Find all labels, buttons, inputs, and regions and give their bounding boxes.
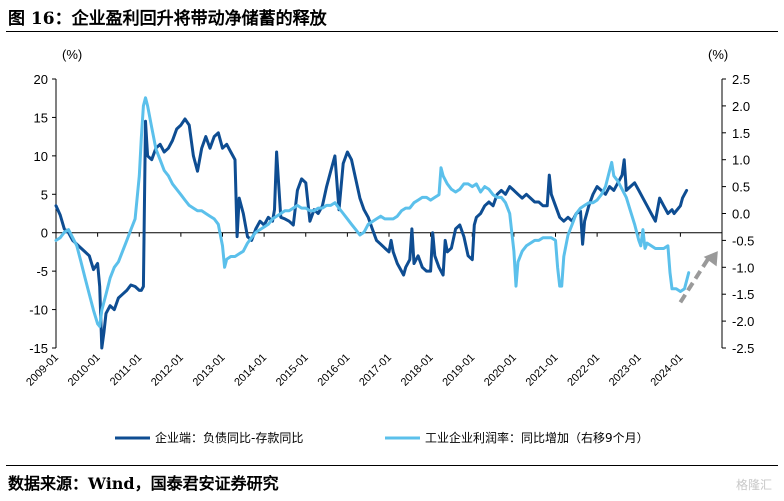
series-line-industrial-profit-margin: [54, 96, 691, 328]
x-tick-label: 2009-01: [24, 352, 61, 389]
right-tick-label: 0.5: [732, 180, 750, 195]
watermark-text: 格隆汇: [735, 478, 772, 492]
right-tick-label: -2.5: [732, 341, 754, 356]
data-source: 数据来源：Wind，国泰君安证券研究: [8, 474, 279, 493]
legend-label-enterprise: 企业端：负债同比-存款同比: [155, 430, 303, 445]
x-tick-label: 2018-01: [399, 352, 436, 389]
figure-title: 图 16：企业盈利回升将带动净储蓄的释放: [8, 9, 327, 29]
left-tick-label: 20: [34, 72, 48, 87]
right-tick-label: -0.5: [732, 233, 754, 248]
left-tick-label: 0: [41, 226, 48, 241]
left-unit-label: (%): [62, 47, 82, 62]
chart-lines: [54, 96, 691, 350]
bottom-rule: [6, 465, 778, 466]
trend-arrow-shaft: [678, 255, 712, 304]
x-tick-label: 2010-01: [66, 352, 103, 389]
right-tick-label: -1.0: [732, 260, 754, 275]
right-unit-label: (%): [708, 47, 728, 62]
left-tick-label: 15: [34, 110, 48, 125]
right-tick-label: 1.5: [732, 126, 750, 141]
x-tick-label: 2020-01: [482, 352, 519, 389]
right-tick-label: 1.0: [732, 153, 750, 168]
x-tick-label: 2023-01: [607, 352, 644, 389]
trend-arrow-group: [678, 251, 718, 304]
left-tick-label: -10: [29, 303, 48, 318]
chart-legend: 企业端：负债同比-存款同比 工业企业利润率：同比增加（右移9个月）: [115, 430, 649, 445]
left-tick-label: -15: [29, 341, 48, 356]
x-tick-label: 2017-01: [357, 352, 394, 389]
x-tick-label: 2024-01: [648, 352, 685, 389]
x-tick-label: 2016-01: [315, 352, 352, 389]
x-tick-label: 2014-01: [232, 352, 269, 389]
x-tick-label: 2015-01: [274, 352, 311, 389]
x-tick-label: 2022-01: [565, 352, 602, 389]
x-tick-label: 2021-01: [524, 352, 561, 389]
right-tick-label: 2.5: [732, 72, 750, 87]
right-tick-label: -2.0: [732, 314, 754, 329]
top-rule: [6, 31, 778, 32]
right-tick-label: -1.5: [732, 287, 754, 302]
series-line-enterprise-debt-deposit: [54, 117, 689, 350]
x-tick-label: 2012-01: [149, 352, 186, 389]
legend-label-profit: 工业企业利润率：同比增加（右移9个月）: [425, 430, 649, 445]
right-tick-label: 2.0: [732, 99, 750, 114]
left-tick-label: -5: [36, 264, 48, 279]
left-tick-label: 5: [41, 187, 48, 202]
x-tick-label: 2011-01: [108, 352, 144, 388]
right-tick-label: 0.0: [732, 207, 750, 222]
trend-arrow-head: [703, 251, 718, 267]
left-tick-label: 10: [34, 149, 48, 164]
x-tick-label: 2013-01: [191, 352, 228, 389]
x-tick-label: 2019-01: [440, 352, 477, 389]
